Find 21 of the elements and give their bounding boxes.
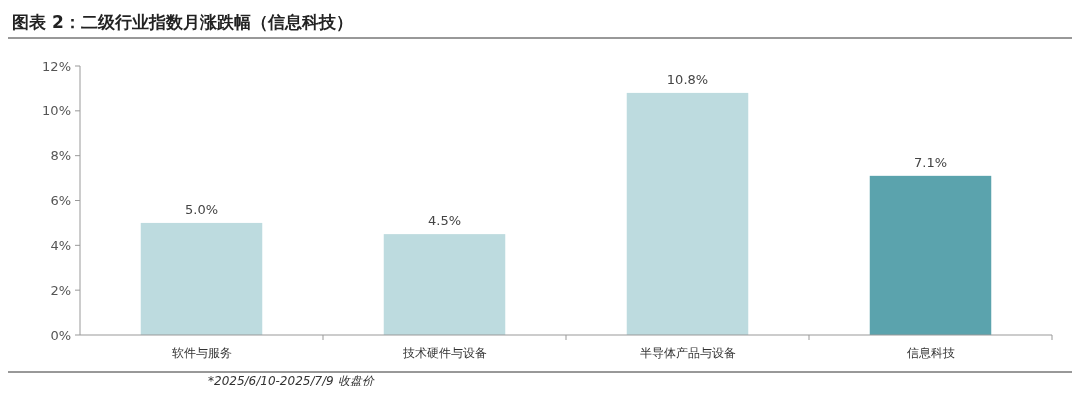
y-tick-label: 4% <box>50 237 71 253</box>
bar <box>383 234 506 335</box>
y-tick-label: 2% <box>50 282 71 298</box>
x-tick-label: 信息科技 <box>906 346 955 360</box>
x-tick-label: 半导体产品与设备 <box>639 346 736 360</box>
x-tick-label: 软件与服务 <box>171 346 232 360</box>
y-tick-label: 10% <box>42 103 71 119</box>
text: *2025/6/10-2025/7/9 收盘价 <box>208 374 375 388</box>
chart-title: 图表 2：二级行业指数月涨跌幅（信息科技） <box>12 12 353 32</box>
data-label: 5.0% <box>184 201 219 217</box>
bar <box>869 175 992 335</box>
y-tick-label: 8% <box>50 148 71 164</box>
data-label: 10.8% <box>666 71 709 87</box>
bar <box>626 92 749 335</box>
data-label: 7.1% <box>913 154 948 170</box>
data-label: 4.5% <box>427 213 462 229</box>
bar <box>140 222 263 335</box>
y-tick-label: 6% <box>50 193 71 209</box>
y-tick-label: 12% <box>42 58 71 74</box>
y-tick-label: 0% <box>50 327 71 343</box>
x-tick-label: 技术硬件与设备 <box>401 346 487 360</box>
